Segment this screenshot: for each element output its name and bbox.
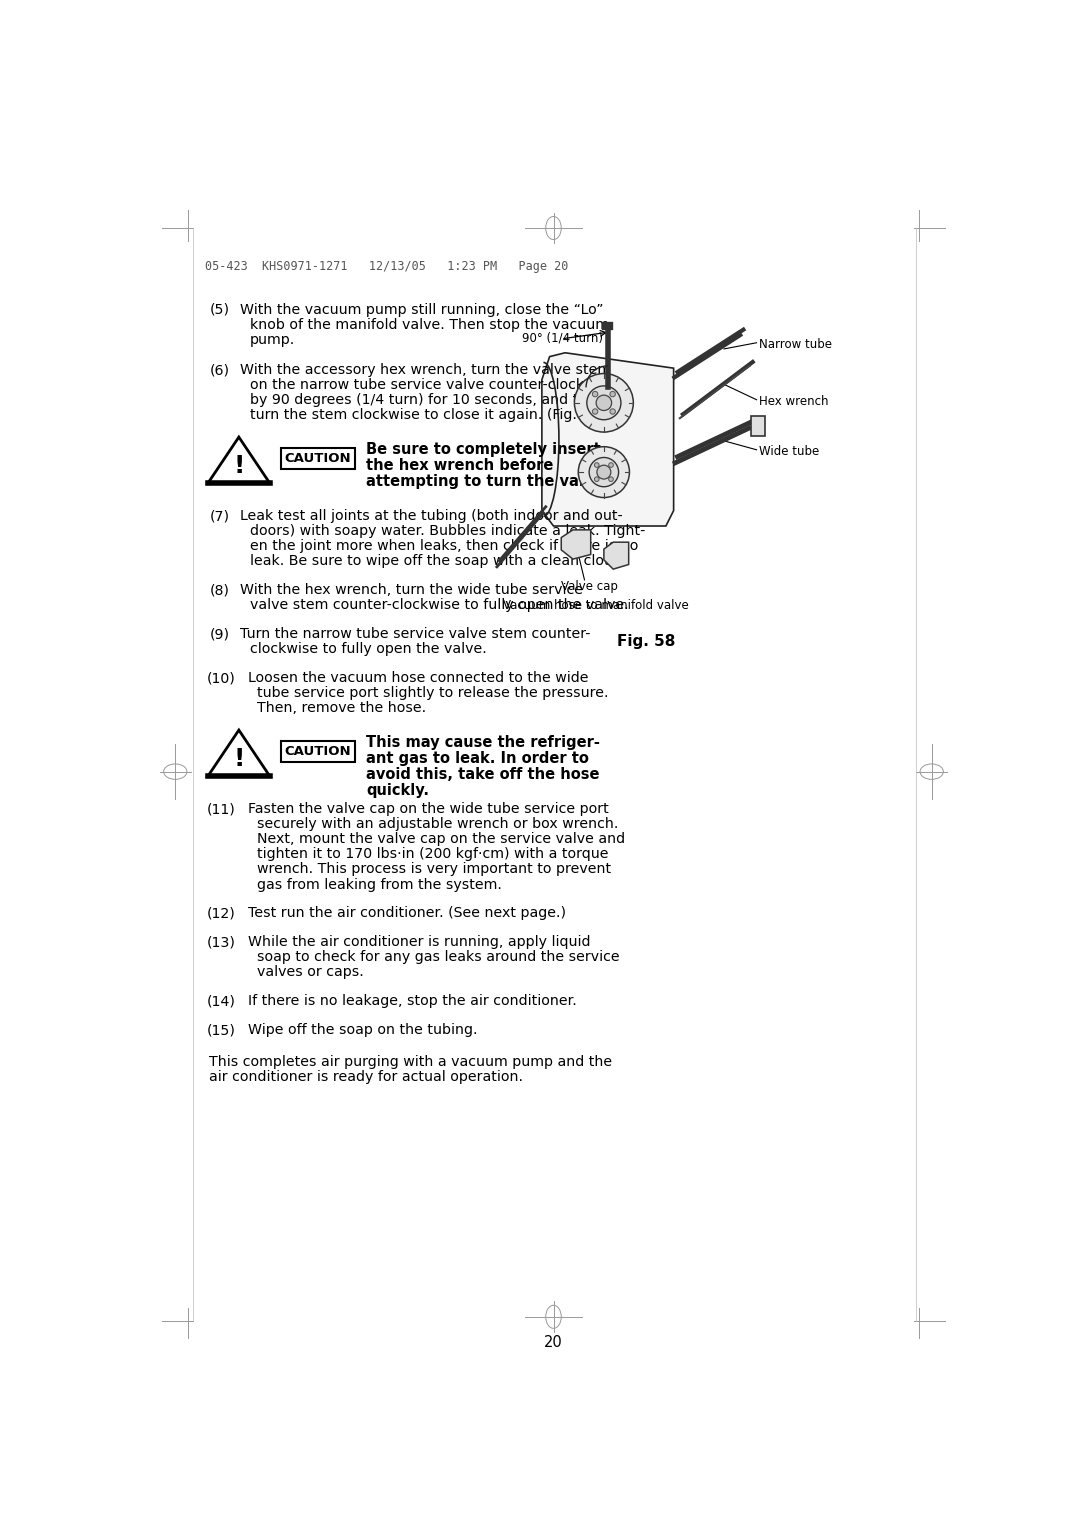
Circle shape xyxy=(609,463,613,468)
Circle shape xyxy=(593,391,598,397)
Text: Fasten the valve cap on the wide tube service port: Fasten the valve cap on the wide tube se… xyxy=(248,802,609,816)
Text: This may cause the refriger-: This may cause the refriger- xyxy=(366,735,599,750)
Text: Valve cap: Valve cap xyxy=(562,581,618,593)
Circle shape xyxy=(597,465,611,480)
Text: 20: 20 xyxy=(544,1334,563,1349)
Circle shape xyxy=(586,387,621,420)
Text: This completes air purging with a vacuum pump and the: This completes air purging with a vacuum… xyxy=(210,1054,612,1070)
Polygon shape xyxy=(751,416,765,435)
Text: While the air conditioner is running, apply liquid: While the air conditioner is running, ap… xyxy=(248,935,591,949)
Text: ant gas to leak. In order to: ant gas to leak. In order to xyxy=(366,750,589,766)
Polygon shape xyxy=(562,530,591,559)
Circle shape xyxy=(594,477,599,481)
Text: air conditioner is ready for actual operation.: air conditioner is ready for actual oper… xyxy=(210,1070,524,1083)
Text: Turn the narrow tube service valve stem counter-: Turn the narrow tube service valve stem … xyxy=(241,628,591,642)
Text: turn the stem clockwise to close it again. (Fig. 58): turn the stem clockwise to close it agai… xyxy=(249,408,605,422)
Text: (9): (9) xyxy=(210,628,229,642)
Polygon shape xyxy=(542,353,674,526)
Text: (11): (11) xyxy=(206,802,235,816)
Text: With the accessory hex wrench, turn the valve stem: With the accessory hex wrench, turn the … xyxy=(241,364,611,377)
Text: Wide tube: Wide tube xyxy=(759,445,819,458)
Text: With the vacuum pump still running, close the “Lo”: With the vacuum pump still running, clos… xyxy=(241,303,604,316)
Text: pump.: pump. xyxy=(249,333,295,347)
Circle shape xyxy=(578,446,630,498)
Text: securely with an adjustable wrench or box wrench.: securely with an adjustable wrench or bo… xyxy=(257,817,619,831)
Text: 05-423  KHS0971-1271   12/13/05   1:23 PM   Page 20: 05-423 KHS0971-1271 12/13/05 1:23 PM Pag… xyxy=(205,260,568,274)
Text: (10): (10) xyxy=(206,671,235,685)
Text: Narrow tube: Narrow tube xyxy=(759,338,832,351)
Text: (7): (7) xyxy=(210,509,229,524)
Text: the hex wrench before: the hex wrench before xyxy=(366,458,553,472)
Text: (6): (6) xyxy=(210,364,229,377)
Text: !: ! xyxy=(233,747,244,770)
Circle shape xyxy=(610,410,616,414)
Polygon shape xyxy=(207,730,270,776)
Polygon shape xyxy=(207,437,270,483)
Text: valves or caps.: valves or caps. xyxy=(257,966,364,979)
Text: avoid this, take off the hose: avoid this, take off the hose xyxy=(366,767,599,782)
Text: CAUTION: CAUTION xyxy=(285,452,351,465)
Text: en the joint more when leaks, then check if there is no: en the joint more when leaks, then check… xyxy=(249,539,638,553)
Circle shape xyxy=(590,457,619,487)
Text: soap to check for any gas leaks around the service: soap to check for any gas leaks around t… xyxy=(257,950,620,964)
Text: (8): (8) xyxy=(210,584,229,597)
Text: Leak test all joints at the tubing (both indoor and out-: Leak test all joints at the tubing (both… xyxy=(241,509,623,524)
Text: (5): (5) xyxy=(210,303,229,316)
FancyBboxPatch shape xyxy=(281,448,355,469)
Text: valve stem counter-clockwise to fully open the valve.: valve stem counter-clockwise to fully op… xyxy=(249,599,629,613)
Text: Loosen the vacuum hose connected to the wide: Loosen the vacuum hose connected to the … xyxy=(248,671,589,685)
Text: If there is no leakage, stop the air conditioner.: If there is no leakage, stop the air con… xyxy=(248,995,577,1008)
Text: leak. Be sure to wipe off the soap with a clean cloth.: leak. Be sure to wipe off the soap with … xyxy=(249,555,623,568)
Text: Then, remove the hose.: Then, remove the hose. xyxy=(257,701,427,715)
Text: by 90 degrees (1/4 turn) for 10 seconds, and then: by 90 degrees (1/4 turn) for 10 seconds,… xyxy=(249,393,605,406)
Text: on the narrow tube service valve counter-clockwise: on the narrow tube service valve counter… xyxy=(249,377,616,393)
Circle shape xyxy=(596,396,611,411)
Text: gas from leaking from the system.: gas from leaking from the system. xyxy=(257,877,502,891)
Text: Vacuum hose to manifold valve: Vacuum hose to manifold valve xyxy=(503,599,689,613)
Circle shape xyxy=(609,477,613,481)
Text: 90° (1/4 turn): 90° (1/4 turn) xyxy=(523,332,604,345)
Text: tighten it to 170 lbs·in (200 kgf·cm) with a torque: tighten it to 170 lbs·in (200 kgf·cm) wi… xyxy=(257,848,609,862)
Text: (12): (12) xyxy=(206,906,235,920)
Text: quickly.: quickly. xyxy=(366,784,429,798)
Text: clockwise to fully open the valve.: clockwise to fully open the valve. xyxy=(249,642,486,657)
Text: !: ! xyxy=(233,454,244,478)
Text: attempting to turn the valve.: attempting to turn the valve. xyxy=(366,474,609,489)
Text: Test run the air conditioner. (See next page.): Test run the air conditioner. (See next … xyxy=(248,906,566,920)
Text: (15): (15) xyxy=(206,1024,235,1038)
Text: knob of the manifold valve. Then stop the vacuum: knob of the manifold valve. Then stop th… xyxy=(249,318,609,332)
Text: wrench. This process is very important to prevent: wrench. This process is very important t… xyxy=(257,862,611,877)
Text: Next, mount the valve cap on the service valve and: Next, mount the valve cap on the service… xyxy=(257,833,625,847)
Text: (13): (13) xyxy=(206,935,235,949)
Circle shape xyxy=(593,410,598,414)
Text: Wipe off the soap on the tubing.: Wipe off the soap on the tubing. xyxy=(248,1024,477,1038)
Text: Hex wrench: Hex wrench xyxy=(759,396,828,408)
Text: Fig. 58: Fig. 58 xyxy=(618,634,676,649)
FancyBboxPatch shape xyxy=(281,741,355,762)
Text: CAUTION: CAUTION xyxy=(285,746,351,758)
Circle shape xyxy=(575,373,633,432)
Text: With the hex wrench, turn the wide tube service: With the hex wrench, turn the wide tube … xyxy=(241,584,583,597)
Circle shape xyxy=(610,391,616,397)
Text: (14): (14) xyxy=(206,995,235,1008)
Circle shape xyxy=(594,463,599,468)
Text: doors) with soapy water. Bubbles indicate a leak. Tight-: doors) with soapy water. Bubbles indicat… xyxy=(249,524,645,538)
Text: Be sure to completely insert: Be sure to completely insert xyxy=(366,442,600,457)
Text: tube service port slightly to release the pressure.: tube service port slightly to release th… xyxy=(257,686,609,700)
Polygon shape xyxy=(604,542,629,568)
